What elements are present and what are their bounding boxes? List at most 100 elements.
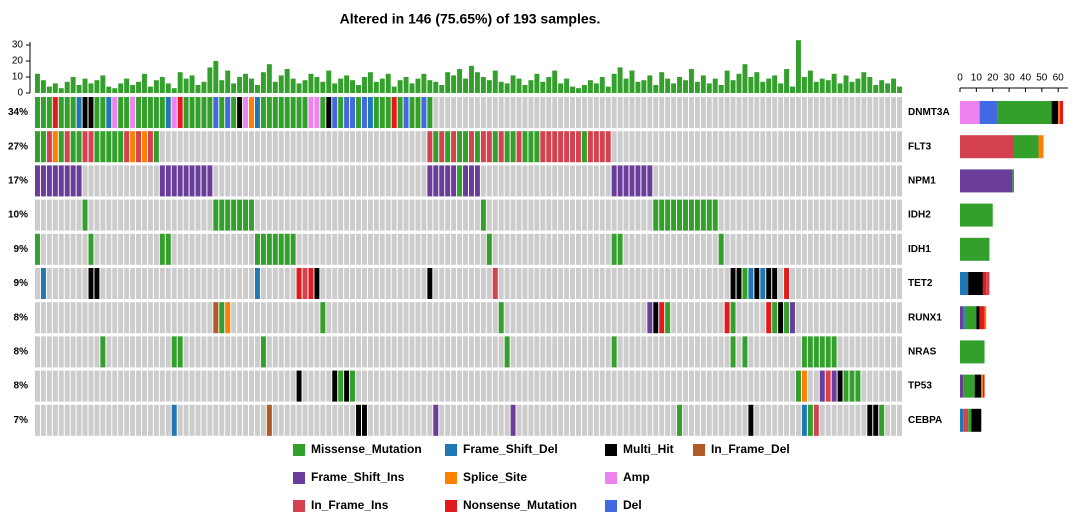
mutation-cell [754,268,760,299]
tmb-bar [195,85,201,93]
empty-cell [183,336,189,368]
empty-cell [855,131,861,163]
empty-cell [385,131,391,163]
empty-cell [457,336,463,368]
empty-cell [231,165,237,197]
empty-cell [165,199,171,231]
mutation-cell [350,370,356,402]
mutation-cell [130,131,136,163]
empty-cell [130,404,136,436]
empty-cell [249,336,254,368]
mutation-cell [260,233,266,265]
legend-label: Amp [623,470,650,484]
empty-cell [552,302,558,334]
empty-cell [659,233,665,265]
empty-cell [766,404,772,436]
legend-label: Nonsense_Mutation [463,498,577,512]
mutation-cell [70,131,76,163]
empty-cell [778,370,784,402]
empty-cell [367,165,373,197]
mutation-cell [213,199,219,231]
empty-cell [207,233,213,265]
empty-cell [278,268,284,299]
empty-cell [254,404,260,436]
empty-cell [641,199,647,231]
x-tick-label: 30 [1004,73,1016,84]
mutation-cell [231,97,237,128]
empty-cell [308,199,314,231]
empty-cell [760,404,766,436]
empty-cell [70,302,76,334]
empty-cell [516,165,522,197]
tmb-bar [629,70,635,93]
empty-cell [683,131,688,163]
tmb-bar [463,78,468,93]
tmb-bar [118,83,124,93]
mutation-cell [40,97,46,128]
mutation-cell [391,97,397,128]
empty-cell [225,336,231,368]
empty-cell [338,302,344,334]
empty-cell [266,131,272,163]
empty-cell [112,233,118,265]
empty-cell [356,131,361,163]
empty-cell [843,131,849,163]
mutation-cell [427,165,433,197]
empty-cell [801,131,807,163]
gene-count-bar [997,101,1052,124]
empty-cell [801,268,807,299]
empty-cell [243,131,249,163]
empty-cell [629,268,635,299]
empty-cell [736,370,742,402]
legend-swatch [445,444,457,456]
tmb-bar [332,83,338,93]
empty-cell [427,370,433,402]
empty-cell [694,233,700,265]
empty-cell [730,233,736,265]
empty-cell [897,131,902,163]
empty-cell [58,199,64,231]
empty-cell [332,302,338,334]
empty-cell [861,302,867,334]
mutation-cell [683,199,688,231]
empty-cell [665,268,671,299]
empty-cell [706,165,712,197]
empty-cell [748,336,754,368]
empty-cell [356,268,361,299]
empty-cell [46,404,52,436]
empty-cell [558,404,564,436]
empty-cell [118,233,124,265]
empty-cell [790,199,795,231]
empty-cell [373,302,379,334]
tmb-bar [534,73,540,93]
mutation-cell [492,131,498,163]
empty-cell [617,268,623,299]
empty-cell [183,268,189,299]
empty-cell [564,233,570,265]
empty-cell [754,370,760,402]
empty-cell [219,268,225,299]
empty-cell [153,233,159,265]
empty-cell [278,165,284,197]
empty-cell [546,233,552,265]
tmb-bar [88,83,94,93]
empty-cell [153,199,159,231]
tmb-bar [201,81,207,93]
empty-cell [260,404,266,436]
mutation-cell [35,165,40,197]
empty-cell [367,404,373,436]
empty-cell [677,370,683,402]
tmb-bar [76,85,82,93]
empty-cell [379,131,385,163]
empty-cell [712,165,718,197]
empty-cell [320,233,326,265]
empty-cell [760,199,766,231]
empty-cell [801,302,807,334]
empty-cell [831,131,837,163]
empty-cell [88,370,94,402]
empty-cell [142,302,147,334]
tmb-bar [409,83,415,93]
empty-cell [350,165,356,197]
empty-cell [700,404,706,436]
empty-cell [100,370,106,402]
